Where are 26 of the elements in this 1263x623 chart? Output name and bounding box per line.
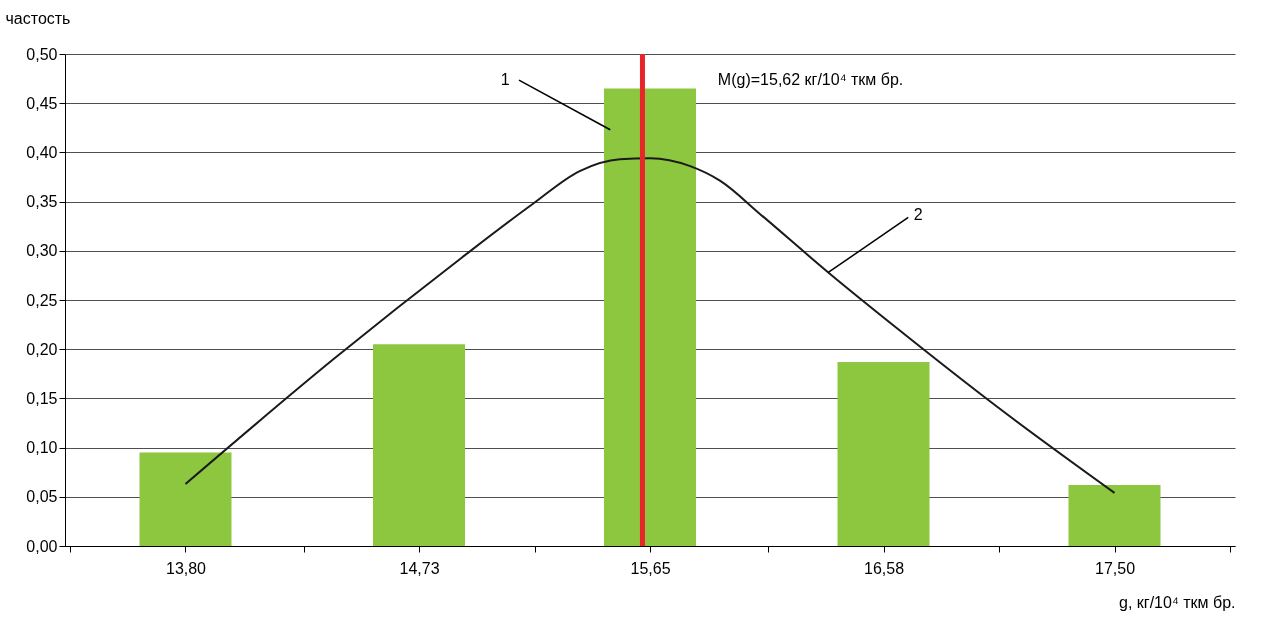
x-tick-label: 15,65 — [630, 559, 671, 577]
y-tick-label: 0,10 — [26, 439, 58, 457]
y-tick-label: 0,35 — [26, 193, 58, 211]
x-axis-title: g, кг/10⁴ ткм бр. — [1119, 593, 1236, 611]
bar — [139, 452, 232, 546]
x-tick-label: 14,73 — [399, 559, 440, 577]
x-tick-label: 17,50 — [1094, 559, 1136, 577]
y-tick-label: 0,45 — [26, 94, 58, 112]
annotation: 2 — [913, 206, 923, 224]
y-tick-label: 0,15 — [26, 389, 58, 407]
x-tick-label: 16,58 — [863, 559, 905, 577]
annotation: M(g)=15,62 кг/10⁴ ткм бр. — [717, 71, 904, 89]
y-tick-label: 0,30 — [26, 242, 58, 260]
y-tick-label: 0,00 — [26, 537, 58, 555]
y-tick-label: 0,20 — [26, 340, 58, 358]
bar — [1068, 484, 1161, 546]
bar — [604, 88, 696, 546]
y-tick-label: 0,40 — [26, 143, 58, 161]
bar — [837, 361, 930, 546]
y-tick-label: 0,05 — [26, 488, 58, 506]
y-axis-title: частость — [5, 9, 71, 27]
bar — [373, 344, 465, 546]
x-tick-label: 13,80 — [165, 559, 207, 577]
y-tick-label: 0,25 — [26, 291, 58, 309]
annotation: 1 — [500, 71, 510, 89]
y-tick-label: 0,50 — [26, 45, 58, 63]
